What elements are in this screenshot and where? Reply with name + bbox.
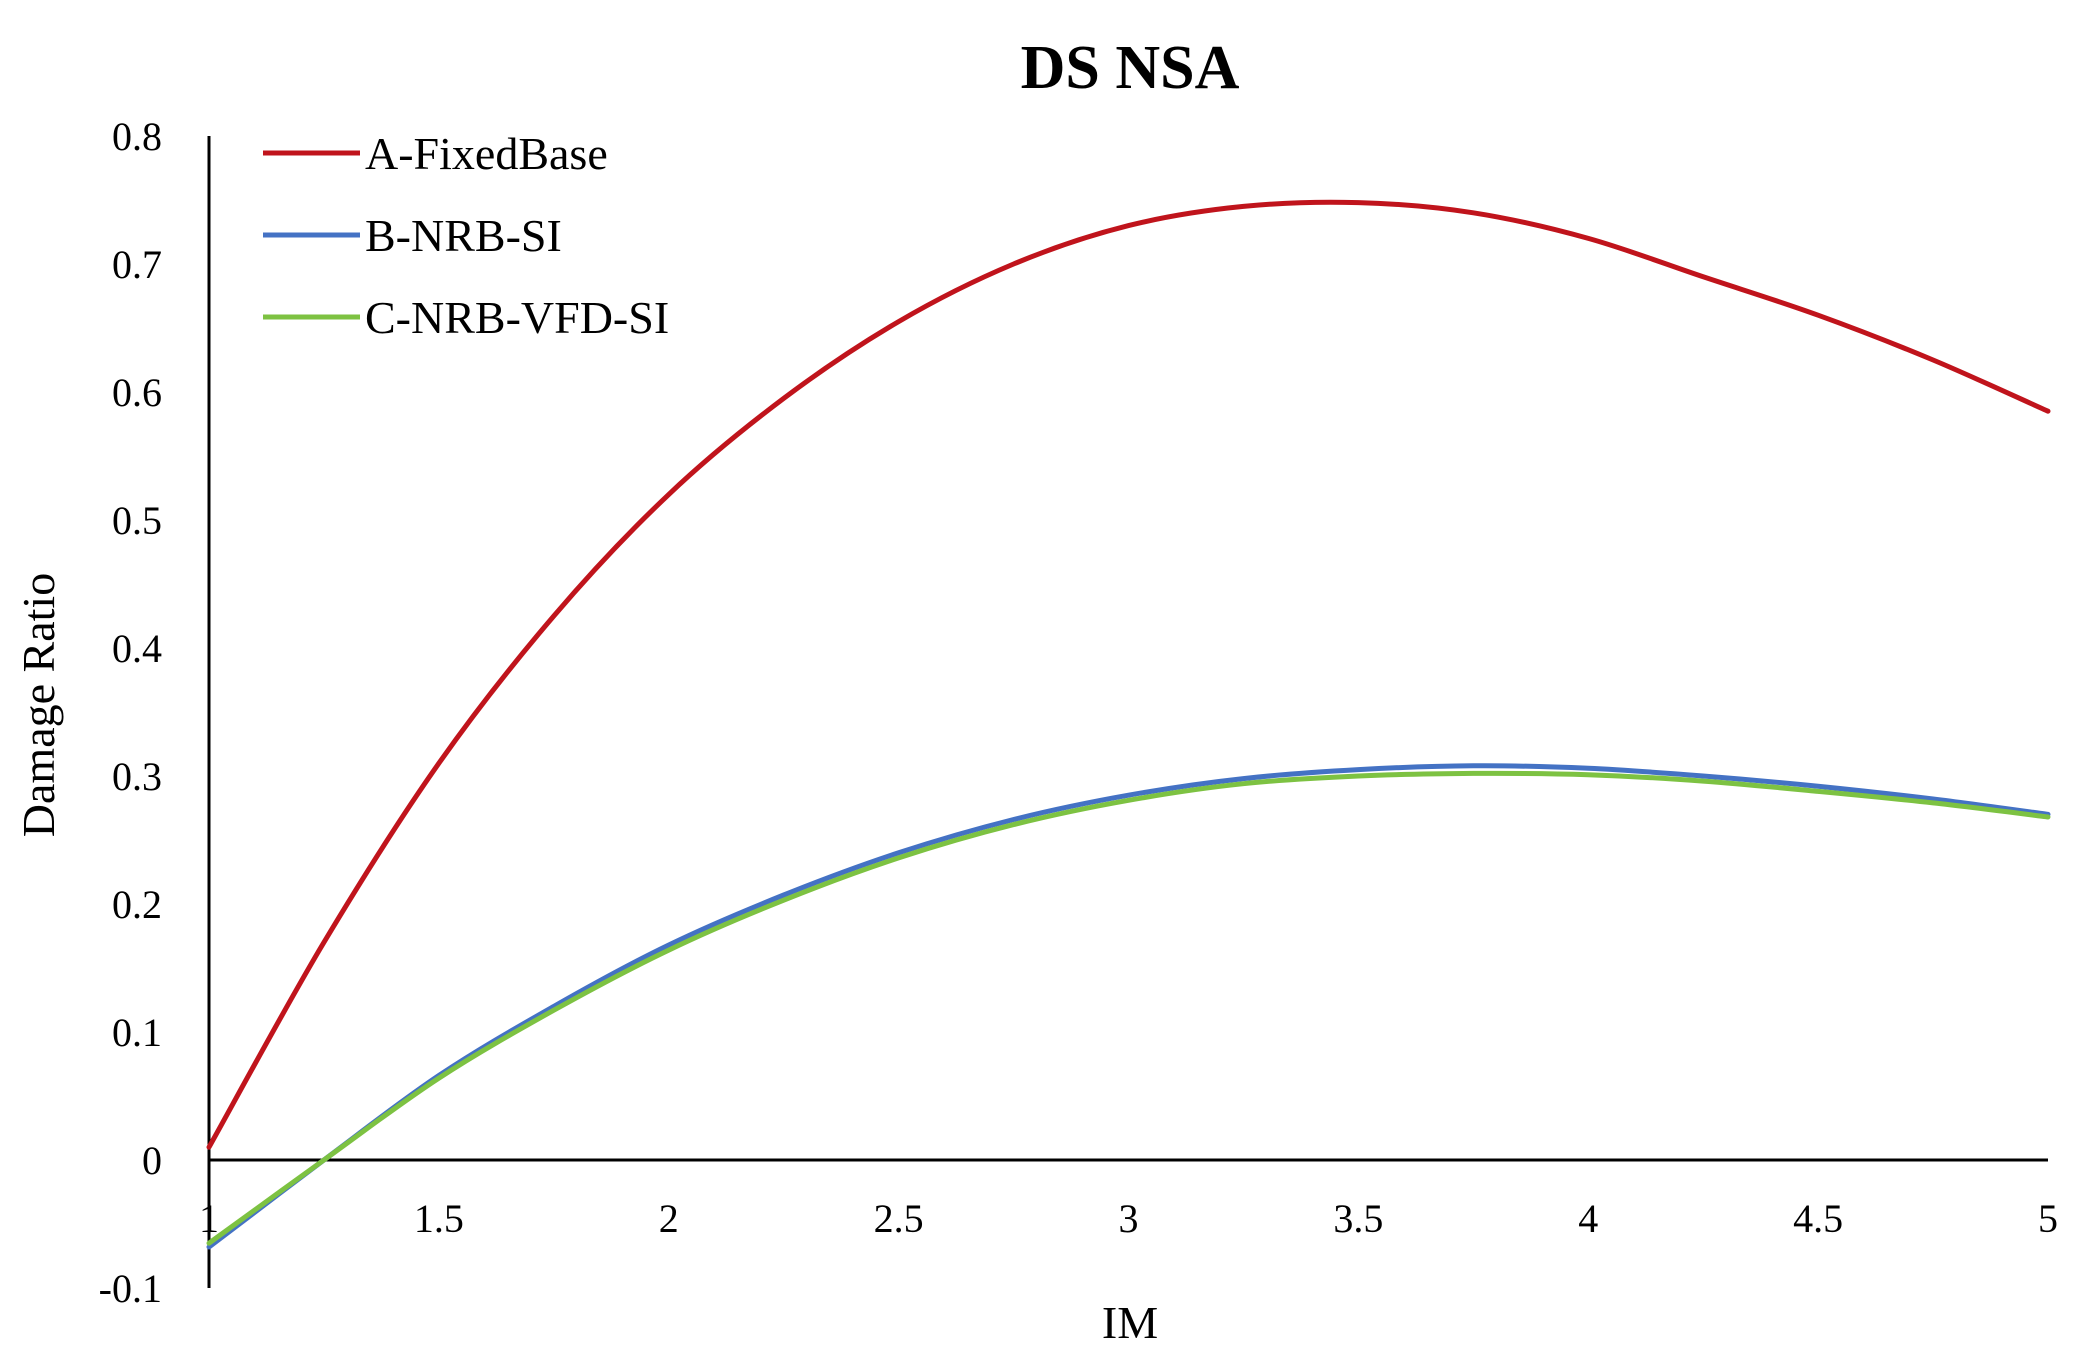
y-tick-label: -0.1 xyxy=(99,1266,162,1311)
x-tick-label: 4.5 xyxy=(1793,1196,1843,1241)
series-line-1 xyxy=(206,199,2051,1150)
legend: A-FixedBase B-NRB-SI C-NRB-VFD-SI xyxy=(263,128,669,343)
x-tick-label: 1.5 xyxy=(414,1196,464,1241)
y-tick-label: 0.8 xyxy=(112,114,162,159)
series-line-2 xyxy=(206,763,2051,1250)
x-tick-label: 4 xyxy=(1578,1196,1598,1241)
x-axis-label: IM xyxy=(1102,1297,1158,1348)
y-axis: 0.8 0.7 0.6 0.5 0.4 0.3 0.2 0.1 0 -0.1 xyxy=(99,114,211,1311)
y-tick-label: 0.2 xyxy=(112,882,162,927)
x-tick-label: 5 xyxy=(2038,1196,2058,1241)
y-tick-label: 0.5 xyxy=(112,498,162,543)
legend-label: C-NRB-VFD-SI xyxy=(365,292,669,343)
y-tick-label: 0.7 xyxy=(112,242,162,287)
y-tick-label: 0.4 xyxy=(112,626,162,671)
x-tick-label: 3.5 xyxy=(1333,1196,1383,1241)
legend-label: B-NRB-SI xyxy=(365,210,562,261)
series-line-3 xyxy=(206,770,2051,1246)
x-tick-label: 2.5 xyxy=(874,1196,924,1241)
y-tick-label: 0.6 xyxy=(112,370,162,415)
y-tick-label: 0.1 xyxy=(112,1010,162,1055)
x-axis: 1 1.5 2 2.5 3 3.5 4 4.5 5 xyxy=(199,1158,2058,1241)
y-axis-label: Damage Ratio xyxy=(13,573,64,837)
y-tick-label: 0 xyxy=(142,1138,162,1183)
x-tick-label: 1 xyxy=(199,1196,219,1241)
y-tick-label: 0.3 xyxy=(112,754,162,799)
chart-title: DS NSA xyxy=(1021,34,1240,102)
series-lines xyxy=(206,199,2051,1250)
x-tick-label: 3 xyxy=(1119,1196,1139,1241)
x-tick-label: 2 xyxy=(659,1196,679,1241)
legend-label: A-FixedBase xyxy=(365,128,608,179)
